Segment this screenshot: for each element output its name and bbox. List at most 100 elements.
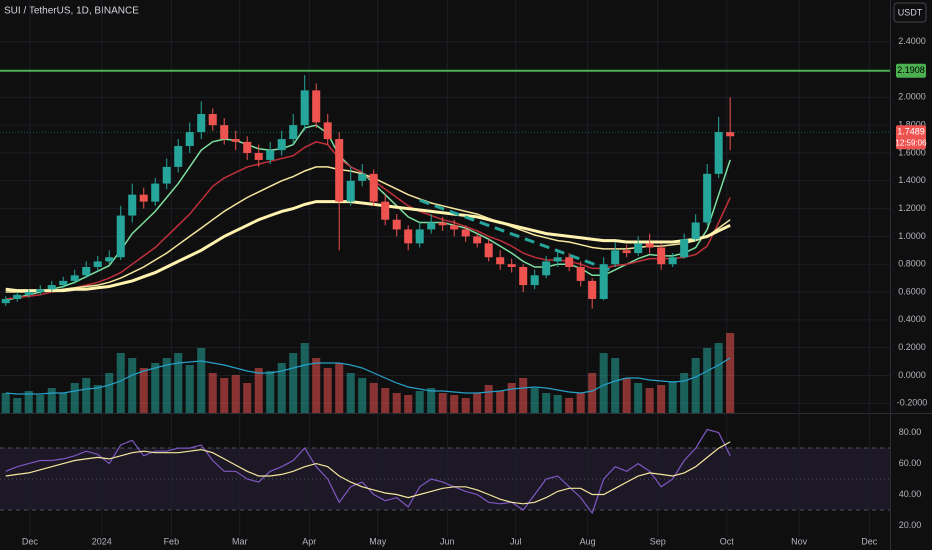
candle-body <box>450 225 459 230</box>
volume-bar <box>645 388 654 413</box>
level-label: 2.1908 <box>897 65 925 75</box>
candle-body <box>657 247 666 265</box>
candle-body <box>59 280 68 286</box>
volume-bar <box>231 375 240 413</box>
candle-body <box>530 275 539 286</box>
moving-average <box>5 124 731 302</box>
x-tick-label: Oct <box>720 536 735 546</box>
candle-body <box>726 132 735 137</box>
volume-bar <box>438 393 447 413</box>
chart-title: SUI / TetherUS, 1D, BINANCE <box>4 6 139 17</box>
volume-bar <box>553 395 562 413</box>
volume-bar <box>197 348 206 413</box>
candle-body <box>47 285 56 290</box>
x-tick-label: Feb <box>164 536 180 546</box>
x-tick-label: Sep <box>650 536 666 546</box>
volume-ma <box>5 357 731 395</box>
volume-bar <box>59 393 68 413</box>
volume-bar <box>47 388 56 413</box>
candle-body <box>300 90 309 126</box>
volume-bar <box>220 378 229 413</box>
candle-body <box>519 266 528 286</box>
candle-body <box>369 173 378 202</box>
volume-bar <box>611 358 620 413</box>
volume-bar <box>496 391 505 413</box>
candle-body <box>392 219 401 230</box>
candle-body <box>415 229 424 244</box>
y-tick-label: 1.2000 <box>898 203 926 213</box>
volume-bar <box>461 398 470 413</box>
moving-average <box>5 200 731 293</box>
volume-bar <box>128 358 137 413</box>
volume-bar <box>243 383 252 413</box>
candle-body <box>70 275 79 281</box>
candle-body <box>116 215 125 258</box>
candle-body <box>151 183 160 202</box>
volume-bar <box>312 358 321 413</box>
volume-bar <box>473 393 482 413</box>
volume-bar <box>714 343 723 413</box>
y-tick-label: 1.4000 <box>898 175 926 185</box>
x-tick-label: 2024 <box>92 536 112 546</box>
candle-body <box>645 243 654 248</box>
candle-body <box>703 173 712 223</box>
moving-average <box>5 166 731 293</box>
level-label-box <box>896 63 926 78</box>
x-tick-label: Dec <box>22 536 39 546</box>
volume-bar <box>358 378 367 413</box>
volume-bar <box>277 363 286 413</box>
candle-body <box>24 292 33 295</box>
candle-body <box>484 243 493 258</box>
rsi-tick-label: 80.00 <box>899 427 922 437</box>
volume-bar <box>162 358 171 413</box>
volume-bar <box>346 373 355 413</box>
volume-bar <box>105 373 114 413</box>
volume-bar <box>680 373 689 413</box>
rsi-tick-label: 40.00 <box>899 489 922 499</box>
volume-bar <box>151 363 160 413</box>
candle-body <box>323 122 332 140</box>
volume-bar <box>726 333 735 413</box>
volume-bar <box>415 391 424 413</box>
y-tick-label: 1.6000 <box>898 147 926 157</box>
y-tick-label: 2.4000 <box>898 36 926 46</box>
volume-bar <box>634 383 643 413</box>
y-tick-label: 0.6000 <box>898 286 926 296</box>
volume-bar <box>36 395 45 413</box>
volume-bar <box>427 388 436 413</box>
candle-body <box>105 257 114 262</box>
candle-body <box>208 114 217 126</box>
x-tick-label: Aug <box>580 536 596 546</box>
volume-bar <box>266 371 275 413</box>
candle-body <box>691 222 700 240</box>
candle-body <box>634 243 643 254</box>
volume-bar <box>323 368 332 413</box>
currency-button[interactable] <box>893 2 927 23</box>
candle-body <box>220 125 229 140</box>
volume-bar <box>450 395 459 413</box>
candle-body <box>461 229 470 237</box>
volume-bar <box>507 383 516 413</box>
volume-bar <box>691 358 700 413</box>
countdown: 12:59:06 <box>895 138 927 147</box>
volume-bar <box>174 353 183 413</box>
volume-bar <box>622 378 631 413</box>
candle-body <box>714 132 723 174</box>
candle-body <box>128 194 137 216</box>
last-price-box <box>896 125 926 150</box>
candle-body <box>174 146 183 167</box>
candle-body <box>139 194 148 202</box>
candle-body <box>1 298 10 304</box>
candle-body <box>266 150 275 160</box>
candle-body <box>553 257 562 262</box>
candle-body <box>93 261 102 267</box>
y-tick-label: -0.2000 <box>897 398 928 408</box>
x-tick-label: Dec <box>861 536 878 546</box>
volume-bar <box>369 383 378 413</box>
candle-body <box>473 236 482 244</box>
candle-body <box>588 280 597 299</box>
volume-bar <box>565 398 574 413</box>
candle-body <box>36 289 45 293</box>
volume-bar <box>289 353 298 413</box>
